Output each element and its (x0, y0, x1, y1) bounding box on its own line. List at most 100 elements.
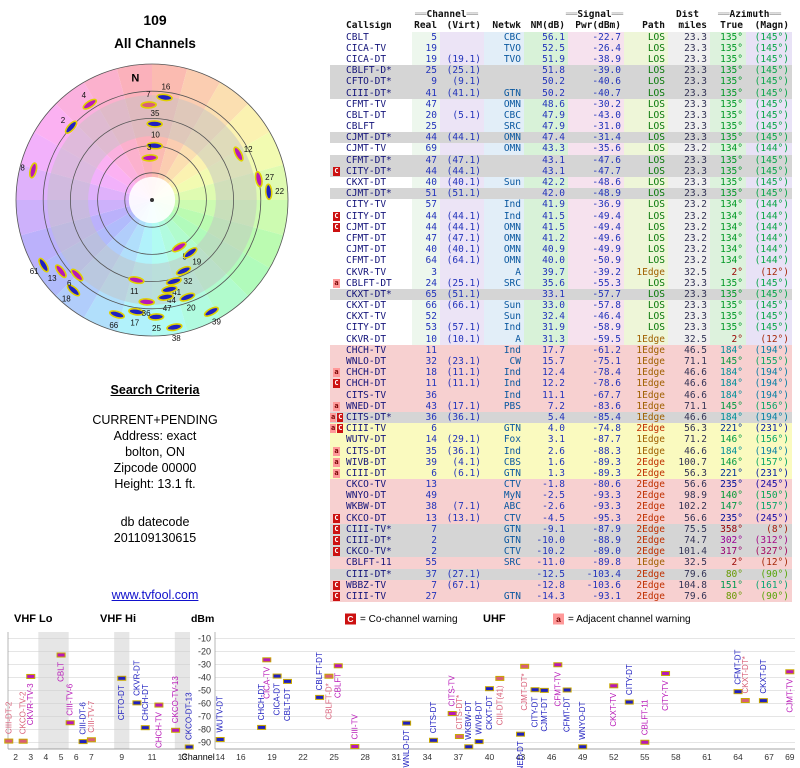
signal-marker (171, 727, 181, 733)
tvfool-link[interactable]: www.tvfool.com (111, 588, 199, 602)
cell-nw: GTN (484, 423, 524, 435)
cell-re: 7 (412, 579, 440, 591)
cell-di: 23.3 (668, 322, 710, 334)
radar-channel-label: 7 (146, 90, 151, 99)
radar-channel-marker (156, 93, 173, 102)
signal-marker (562, 687, 572, 693)
radar-channel-marker (108, 310, 126, 319)
cell-pa: 1Edge (624, 266, 668, 278)
signal-marker (4, 738, 14, 744)
cell-nw (484, 188, 524, 200)
cell-pw: -40.6 (568, 76, 624, 88)
x-tick-label: 11 (148, 752, 157, 762)
radar-channel-label: 44 (167, 296, 176, 305)
cell-nm: 31.9 (524, 322, 568, 334)
cell-cs: CFMT-DT (344, 232, 412, 245)
cell-mg: (144°) (746, 255, 792, 267)
cell-nm: 41.2 (524, 232, 568, 245)
cell-warn (330, 87, 344, 99)
cell-pw: -43.0 (568, 109, 624, 122)
cell-warn: C (330, 579, 344, 591)
cell-vi: (57.1) (440, 322, 484, 334)
table-row: CKXT-DT 40 (40.1) Sun 42.2 -48.6 LOS 23.3 135° (1… (330, 177, 794, 189)
signal-marker (283, 678, 292, 684)
table-row: WUTV-DT 14 (29.1) Fox 3.1 -87.7 1Edge 71.2 146°(… (330, 434, 794, 446)
cell-pw: -38.9 (568, 53, 624, 66)
cell-re: 13 (412, 479, 440, 491)
cell-re: 36 (412, 389, 440, 401)
report-subtitle: All Channels (114, 36, 196, 51)
cell-mg: (12°) (746, 557, 792, 569)
cell-nm: 3.1 (524, 434, 568, 446)
table-row: CFTO-DT* 9 (9.1) 50.2 -40.6 LOS 23.3 135° (145°) (330, 76, 794, 88)
radar-channel-label: 25 (152, 324, 161, 333)
cell-pw: -75.1 (568, 356, 624, 368)
cell-pw: -88.9 (568, 535, 624, 547)
co-channel-warning-badge: C (333, 513, 340, 523)
cell-vi (440, 546, 484, 558)
cell-tr: 135° (710, 311, 746, 323)
signal-marker (520, 663, 530, 669)
cell-vi (440, 344, 484, 357)
cell-nm: 12.2 (524, 378, 568, 390)
cell-pa: LOS (624, 31, 668, 43)
cell-vi: (51.1) (440, 288, 484, 301)
radar-channel-label: 16 (161, 83, 170, 92)
cell-nm: 40.9 (524, 244, 568, 256)
cell-re: 6 (412, 423, 440, 435)
cell-pa: 2Edge (624, 456, 668, 468)
cell-nw: SRC (484, 557, 524, 569)
cell-mg: (145°) (746, 65, 792, 77)
cell-cs: WNLO-DT (344, 356, 412, 368)
radar-channel-label: 8 (20, 164, 25, 173)
cell-nw: GTN (484, 535, 524, 547)
cell-pa: 2Edge (624, 501, 668, 513)
cell-nm: -4.5 (524, 512, 568, 524)
cell-tr: 146° (710, 434, 746, 446)
search-criteria-line: Zipcode 00000 (113, 461, 197, 475)
cell-di: 71.1 (668, 356, 710, 368)
cell-tr: 317° (710, 546, 746, 558)
cell-tr: 145° (710, 400, 746, 412)
cell-cs: CBLFT-DT (344, 277, 412, 289)
cell-re: 64 (412, 255, 440, 267)
x-tick-label: 5 (59, 752, 64, 762)
signal-marker (154, 702, 164, 708)
cell-re: 40 (412, 244, 440, 256)
cell-mg: (145°) (746, 121, 792, 133)
cell-cs: WNED-DT (344, 400, 412, 412)
signal-marker (464, 744, 474, 750)
cell-nw: GTN (484, 523, 524, 536)
cell-di: 23.3 (668, 76, 710, 88)
signal-marker (257, 724, 267, 730)
cell-cs: CITY-DT* (344, 165, 412, 178)
x-tick-label: 4 (44, 752, 49, 762)
table-row: C CJMT-DT 44 (44.1) OMN 41.5 -49.4 LOS 23.2 134°(… (330, 221, 794, 233)
signal-marker-label: CICA-DT (273, 683, 282, 716)
cell-vi: (5.1) (440, 109, 484, 122)
adjacent-channel-legend-swatch (553, 613, 564, 625)
cell-cs: CIII-DT (344, 467, 412, 480)
cell-mg: (194°) (746, 411, 792, 424)
cell-warn (330, 232, 344, 245)
adjacent-channel-warning-badge: a (333, 468, 340, 478)
cell-vi (440, 199, 484, 211)
cell-nm: 15.7 (524, 356, 568, 368)
cell-warn (330, 188, 344, 200)
cell-vi (440, 590, 484, 603)
cell-vi: (6.1) (440, 467, 484, 480)
cell-warn: C (330, 378, 344, 390)
cell-re: 47 (412, 98, 440, 110)
cell-di: 32.5 (668, 266, 710, 278)
table-row: WNYO-DT 49 MyN -2.5 -93.3 2Edge 98.9 140° (150°) (330, 490, 794, 502)
cell-warn: C (330, 546, 344, 558)
cell-cs: CKXT-DT (344, 177, 412, 189)
signal-marker (495, 675, 505, 681)
co-channel-warning-badge: C (333, 211, 340, 221)
cell-nw: CBC (484, 31, 524, 43)
cell-nw (484, 411, 524, 424)
cell-nw: Sun (484, 300, 524, 312)
table-row: CIII-DT* 41 (41.1) GTN 50.2 -40.7 LOS 23.3 135°(… (330, 87, 794, 99)
table-row: CBLFT-11 55 SRC -11.0 -89.8 1Edge 32.5 2° (12°) (330, 557, 794, 569)
